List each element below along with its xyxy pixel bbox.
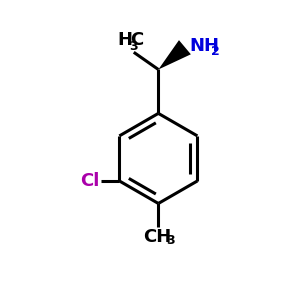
Text: NH: NH	[190, 37, 220, 55]
Text: C: C	[130, 32, 143, 50]
Text: 2: 2	[212, 45, 220, 58]
Text: CH: CH	[143, 228, 171, 246]
Text: 3: 3	[129, 40, 138, 53]
Text: H: H	[118, 32, 133, 50]
Text: 3: 3	[166, 233, 175, 247]
Text: Cl: Cl	[80, 172, 100, 190]
Polygon shape	[158, 40, 191, 70]
